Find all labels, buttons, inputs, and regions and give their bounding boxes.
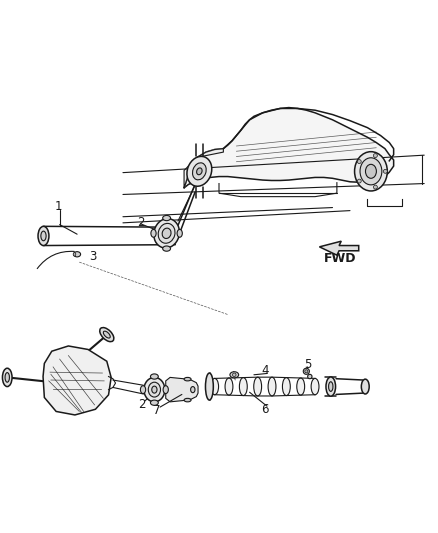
Ellipse shape bbox=[357, 159, 361, 164]
Ellipse shape bbox=[197, 168, 202, 175]
Ellipse shape bbox=[154, 219, 180, 248]
Ellipse shape bbox=[240, 377, 247, 395]
Ellipse shape bbox=[361, 379, 369, 394]
Ellipse shape bbox=[326, 377, 336, 396]
Ellipse shape bbox=[328, 382, 333, 391]
Polygon shape bbox=[43, 346, 111, 415]
Ellipse shape bbox=[225, 378, 233, 395]
Polygon shape bbox=[184, 149, 223, 188]
Ellipse shape bbox=[148, 382, 160, 397]
Ellipse shape bbox=[283, 377, 290, 395]
Ellipse shape bbox=[303, 368, 309, 374]
Text: FWD: FWD bbox=[324, 252, 356, 265]
Polygon shape bbox=[166, 377, 198, 402]
Ellipse shape bbox=[38, 227, 49, 246]
Ellipse shape bbox=[3, 368, 12, 386]
Ellipse shape bbox=[162, 215, 170, 221]
Ellipse shape bbox=[152, 386, 157, 393]
Ellipse shape bbox=[360, 158, 382, 185]
Ellipse shape bbox=[205, 373, 213, 400]
Ellipse shape bbox=[103, 331, 110, 338]
Ellipse shape bbox=[254, 377, 261, 396]
Text: 3: 3 bbox=[89, 251, 96, 263]
Ellipse shape bbox=[365, 164, 376, 179]
Text: 2: 2 bbox=[138, 216, 145, 229]
Ellipse shape bbox=[307, 374, 312, 379]
Text: 6: 6 bbox=[261, 403, 268, 416]
Ellipse shape bbox=[230, 372, 239, 378]
Ellipse shape bbox=[191, 386, 195, 393]
Ellipse shape bbox=[41, 231, 46, 241]
Ellipse shape bbox=[150, 374, 158, 379]
Ellipse shape bbox=[5, 373, 10, 382]
Polygon shape bbox=[184, 108, 394, 188]
Ellipse shape bbox=[158, 223, 175, 243]
Text: 1: 1 bbox=[55, 200, 62, 213]
Ellipse shape bbox=[177, 229, 182, 237]
Ellipse shape bbox=[355, 152, 387, 191]
Ellipse shape bbox=[268, 377, 276, 396]
Ellipse shape bbox=[74, 252, 81, 257]
Ellipse shape bbox=[233, 373, 236, 376]
Ellipse shape bbox=[383, 169, 387, 173]
Ellipse shape bbox=[73, 253, 76, 256]
Ellipse shape bbox=[184, 398, 191, 402]
Ellipse shape bbox=[163, 386, 168, 393]
Ellipse shape bbox=[162, 246, 170, 251]
Text: 5: 5 bbox=[304, 358, 311, 372]
Polygon shape bbox=[319, 241, 359, 255]
Ellipse shape bbox=[193, 163, 206, 180]
Ellipse shape bbox=[374, 154, 378, 158]
Ellipse shape bbox=[357, 179, 361, 183]
Text: 7: 7 bbox=[153, 404, 161, 417]
Ellipse shape bbox=[162, 228, 171, 238]
Ellipse shape bbox=[150, 400, 158, 405]
Ellipse shape bbox=[100, 328, 114, 342]
Text: 4: 4 bbox=[261, 364, 268, 377]
Ellipse shape bbox=[144, 377, 165, 402]
Ellipse shape bbox=[297, 378, 305, 395]
Ellipse shape bbox=[187, 156, 212, 186]
Ellipse shape bbox=[305, 370, 308, 373]
Ellipse shape bbox=[151, 229, 156, 237]
Text: 2: 2 bbox=[138, 398, 145, 410]
Ellipse shape bbox=[211, 378, 219, 395]
Ellipse shape bbox=[184, 377, 191, 381]
Ellipse shape bbox=[141, 386, 146, 393]
Ellipse shape bbox=[374, 185, 378, 189]
Ellipse shape bbox=[311, 378, 319, 395]
